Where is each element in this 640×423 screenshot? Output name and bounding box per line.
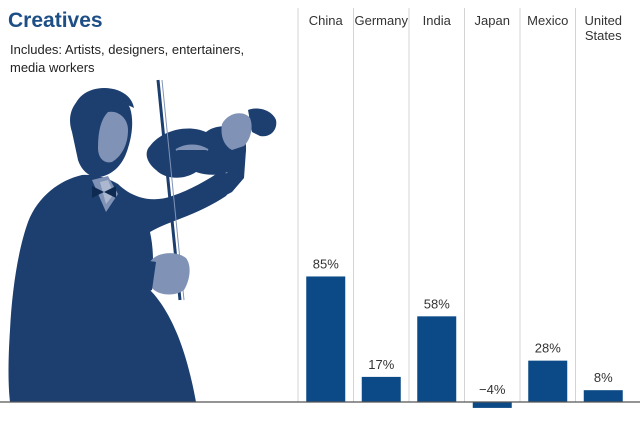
value-label: 85% xyxy=(313,256,339,271)
value-label: 8% xyxy=(594,370,613,385)
value-label: 58% xyxy=(424,296,450,311)
chart-title: Creatives xyxy=(8,9,103,32)
category-label: United xyxy=(584,13,622,28)
value-label: 17% xyxy=(368,357,394,372)
category-label: Germany xyxy=(355,13,409,28)
bar xyxy=(417,316,457,402)
bar-series xyxy=(306,276,623,408)
subtitle-line-2: media workers xyxy=(10,60,95,75)
category-label: India xyxy=(423,13,452,28)
value-label: 28% xyxy=(535,341,561,356)
value-labels: 85% 17% 58% −4% 28% 8% xyxy=(313,256,613,397)
category-label: Mexico xyxy=(527,13,568,28)
bar xyxy=(583,390,623,402)
column-dividers xyxy=(297,8,576,402)
bar xyxy=(528,360,568,402)
category-label: Japan xyxy=(475,13,510,28)
category-label: States xyxy=(585,28,622,43)
bar xyxy=(472,402,512,408)
bar xyxy=(361,376,401,402)
value-label: −4% xyxy=(479,382,506,397)
bar xyxy=(306,276,346,402)
subtitle-line-1: Includes: Artists, designers, entertaine… xyxy=(10,42,244,57)
category-label: China xyxy=(309,13,344,28)
violinist-icon xyxy=(8,79,277,402)
